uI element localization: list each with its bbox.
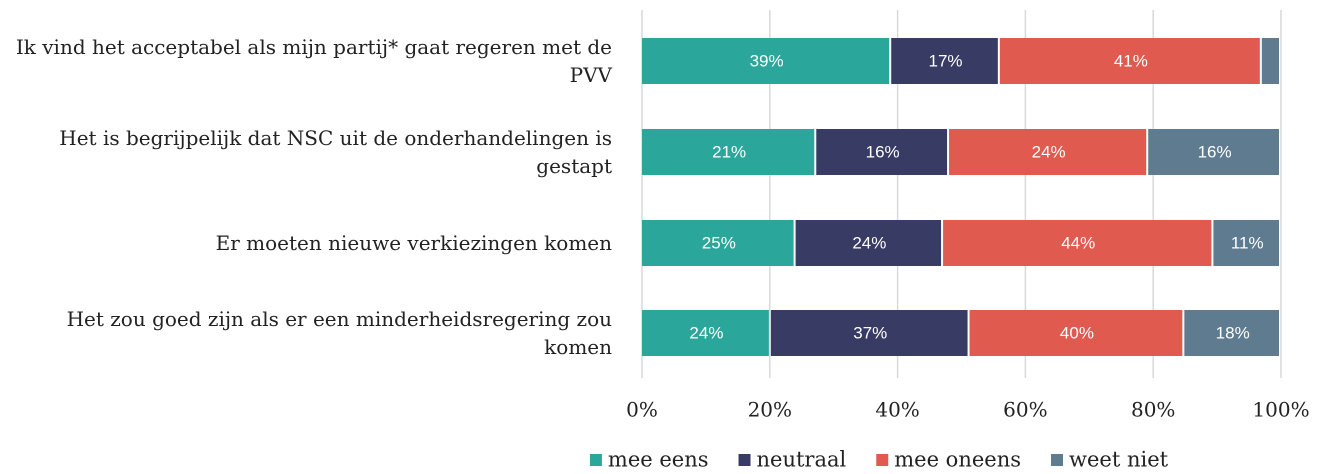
value-label: 16% — [866, 142, 900, 161]
bar-segment — [891, 38, 998, 84]
bar-segment — [816, 129, 948, 175]
x-tick-label: 40% — [875, 398, 919, 422]
category-label: Ik vind het acceptabel als mijn partij* … — [15, 35, 612, 87]
value-label: 18% — [1216, 323, 1250, 342]
bar-segment — [642, 220, 794, 266]
value-label: 11% — [1231, 233, 1264, 252]
category-label: Het is begrijpelijk dat NSC uit de onder… — [59, 126, 612, 178]
legend-swatch — [1051, 454, 1064, 466]
legend-swatch — [876, 454, 889, 466]
value-label: 25% — [702, 233, 736, 252]
bar-segment — [1261, 38, 1279, 84]
value-label: 24% — [1032, 142, 1066, 161]
legend-label: neutraal — [757, 448, 847, 472]
bar-segment — [1184, 310, 1279, 356]
x-tick-label: 100% — [1252, 398, 1309, 422]
bar-segment — [969, 310, 1183, 356]
value-label: 44% — [1061, 233, 1095, 252]
category-label: Er moeten nieuwe verkiezingen komen — [215, 231, 612, 255]
value-label: 21% — [712, 142, 746, 161]
value-label: 41% — [1114, 51, 1148, 70]
bar-segment — [642, 310, 769, 356]
bar-segment — [999, 38, 1260, 84]
category-label: Het zou goed zijn als er een minderheids… — [66, 307, 612, 359]
value-label: 37% — [853, 323, 887, 342]
value-label: 16% — [1198, 142, 1232, 161]
value-label: 17% — [929, 51, 963, 70]
bar-segment — [770, 310, 968, 356]
legend-label: weet niet — [1069, 448, 1169, 472]
x-tick-label: 20% — [748, 398, 792, 422]
bar-segment — [1213, 220, 1279, 266]
value-label: 40% — [1060, 323, 1094, 342]
x-tick-label: 60% — [1003, 398, 1047, 422]
legend-label: mee oneens — [894, 448, 1021, 472]
bar-segment — [795, 220, 942, 266]
bar-segment — [1148, 129, 1279, 175]
bar-segment — [943, 220, 1212, 266]
bar-segment — [949, 129, 1147, 175]
value-label: 39% — [750, 51, 784, 70]
x-tick-label: 80% — [1131, 398, 1175, 422]
legend-swatch — [738, 454, 751, 466]
bar-segment — [642, 129, 815, 175]
x-tick-label: 0% — [626, 398, 658, 422]
value-label: 24% — [689, 323, 723, 342]
legend-label: mee eens — [608, 448, 709, 472]
value-label: 24% — [852, 233, 886, 252]
legend-swatch — [589, 454, 602, 466]
bar-segment — [642, 38, 890, 84]
